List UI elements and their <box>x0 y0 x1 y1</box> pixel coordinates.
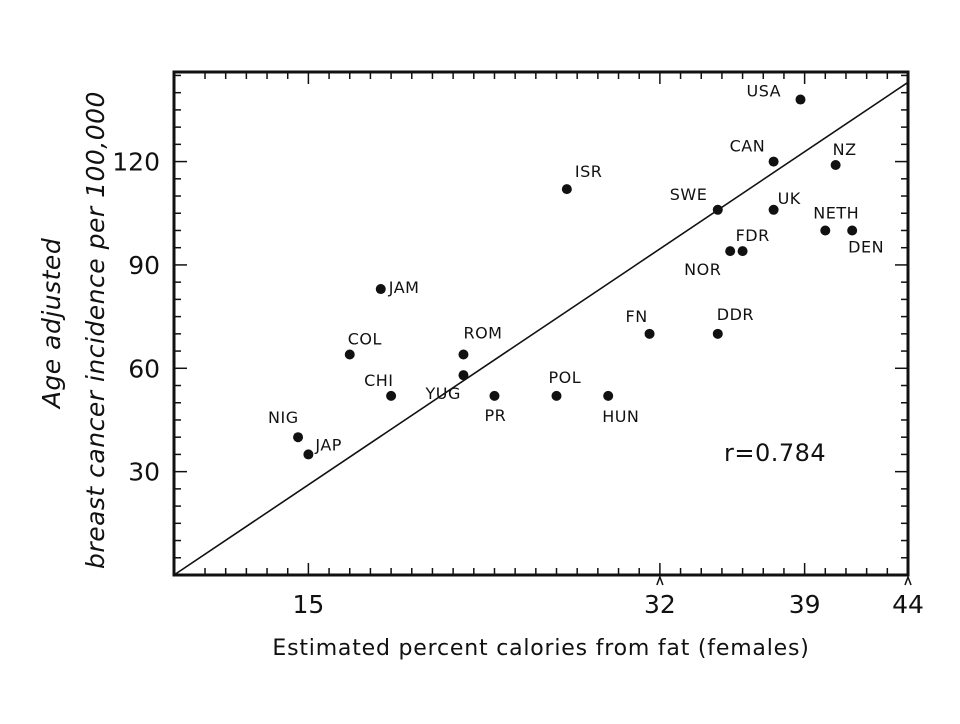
y-tick-label: 60 <box>128 354 160 383</box>
data-point-jap <box>303 449 314 460</box>
x-tick-caret <box>904 574 912 586</box>
data-point-col <box>344 349 355 360</box>
data-point-swe <box>712 204 723 215</box>
x-tick-label: 39 <box>789 590 821 619</box>
data-point-den <box>847 225 858 236</box>
x-tick-caret <box>656 574 664 586</box>
point-label-neth: NETH <box>813 203 859 222</box>
y-tick-label: 120 <box>112 148 160 177</box>
point-label-can: CAN <box>730 137 766 156</box>
data-point-pol <box>551 390 562 401</box>
point-label-jap: JAP <box>314 435 342 454</box>
data-point-ddr <box>712 328 723 339</box>
data-point-nig <box>293 432 304 443</box>
point-label-yug: YUG <box>424 384 460 403</box>
point-label-rom: ROM <box>463 324 502 343</box>
x-tick-label: 44 <box>892 590 924 619</box>
data-point-yug <box>458 370 469 381</box>
x-tick-label: 15 <box>292 590 324 619</box>
data-point-chi <box>386 390 397 401</box>
data-point-isr <box>561 184 572 195</box>
data-point-nz <box>830 160 841 171</box>
data-point-hun <box>603 390 614 401</box>
data-point-fn <box>644 328 655 339</box>
point-label-col: COL <box>348 330 382 349</box>
point-label-swe: SWE <box>670 185 708 204</box>
point-label-uk: UK <box>778 189 801 208</box>
point-label-ddr: DDR <box>717 305 754 324</box>
data-point-pr <box>489 390 500 401</box>
plot-frame <box>172 70 910 577</box>
point-label-hun: HUN <box>602 407 639 426</box>
data-point-uk <box>768 204 779 215</box>
y-axis-title-line1: Age adjusted <box>37 238 66 410</box>
data-point-fdr <box>737 246 748 257</box>
point-label-nor: NOR <box>684 260 721 279</box>
x-tick-label: 32 <box>644 590 676 619</box>
y-axis-title-line2: breast cancer incidence per 100,000 <box>81 91 110 569</box>
point-label-chi: CHI <box>364 371 393 390</box>
axis-ticks: 30 60 90 120 15 32 39 44 <box>112 72 924 619</box>
data-point-jam <box>375 284 386 295</box>
point-label-pol: POL <box>549 368 582 387</box>
point-label-den: DEN <box>848 237 884 256</box>
y-tick-label: 30 <box>128 458 160 487</box>
point-label-fn: FN <box>626 307 648 326</box>
x-axis-title: Estimated percent calories from fat (fem… <box>272 636 809 661</box>
data-point-usa <box>795 94 806 105</box>
point-label-pr: PR <box>484 406 506 425</box>
data-point-can <box>768 156 779 167</box>
regression-line-group <box>173 81 909 576</box>
point-label-isr: ISR <box>575 162 603 181</box>
correlation-label: r=0.784 <box>724 439 826 467</box>
data-point-nor <box>725 246 736 257</box>
point-label-jam: JAM <box>388 278 420 297</box>
data-points: USA CAN NZ UK SWE NETH DEN FDR NOR ISR DDR FN JAM ROM… <box>268 82 884 460</box>
data-point-rom <box>458 349 469 360</box>
y-tick-label: 90 <box>128 251 160 280</box>
data-point-neth <box>820 225 831 236</box>
point-label-nz: NZ <box>833 140 857 159</box>
regression-line <box>173 81 909 576</box>
point-label-nig: NIG <box>268 408 299 427</box>
point-label-usa: USA <box>746 82 781 101</box>
point-label-fdr: FDR <box>736 226 770 245</box>
